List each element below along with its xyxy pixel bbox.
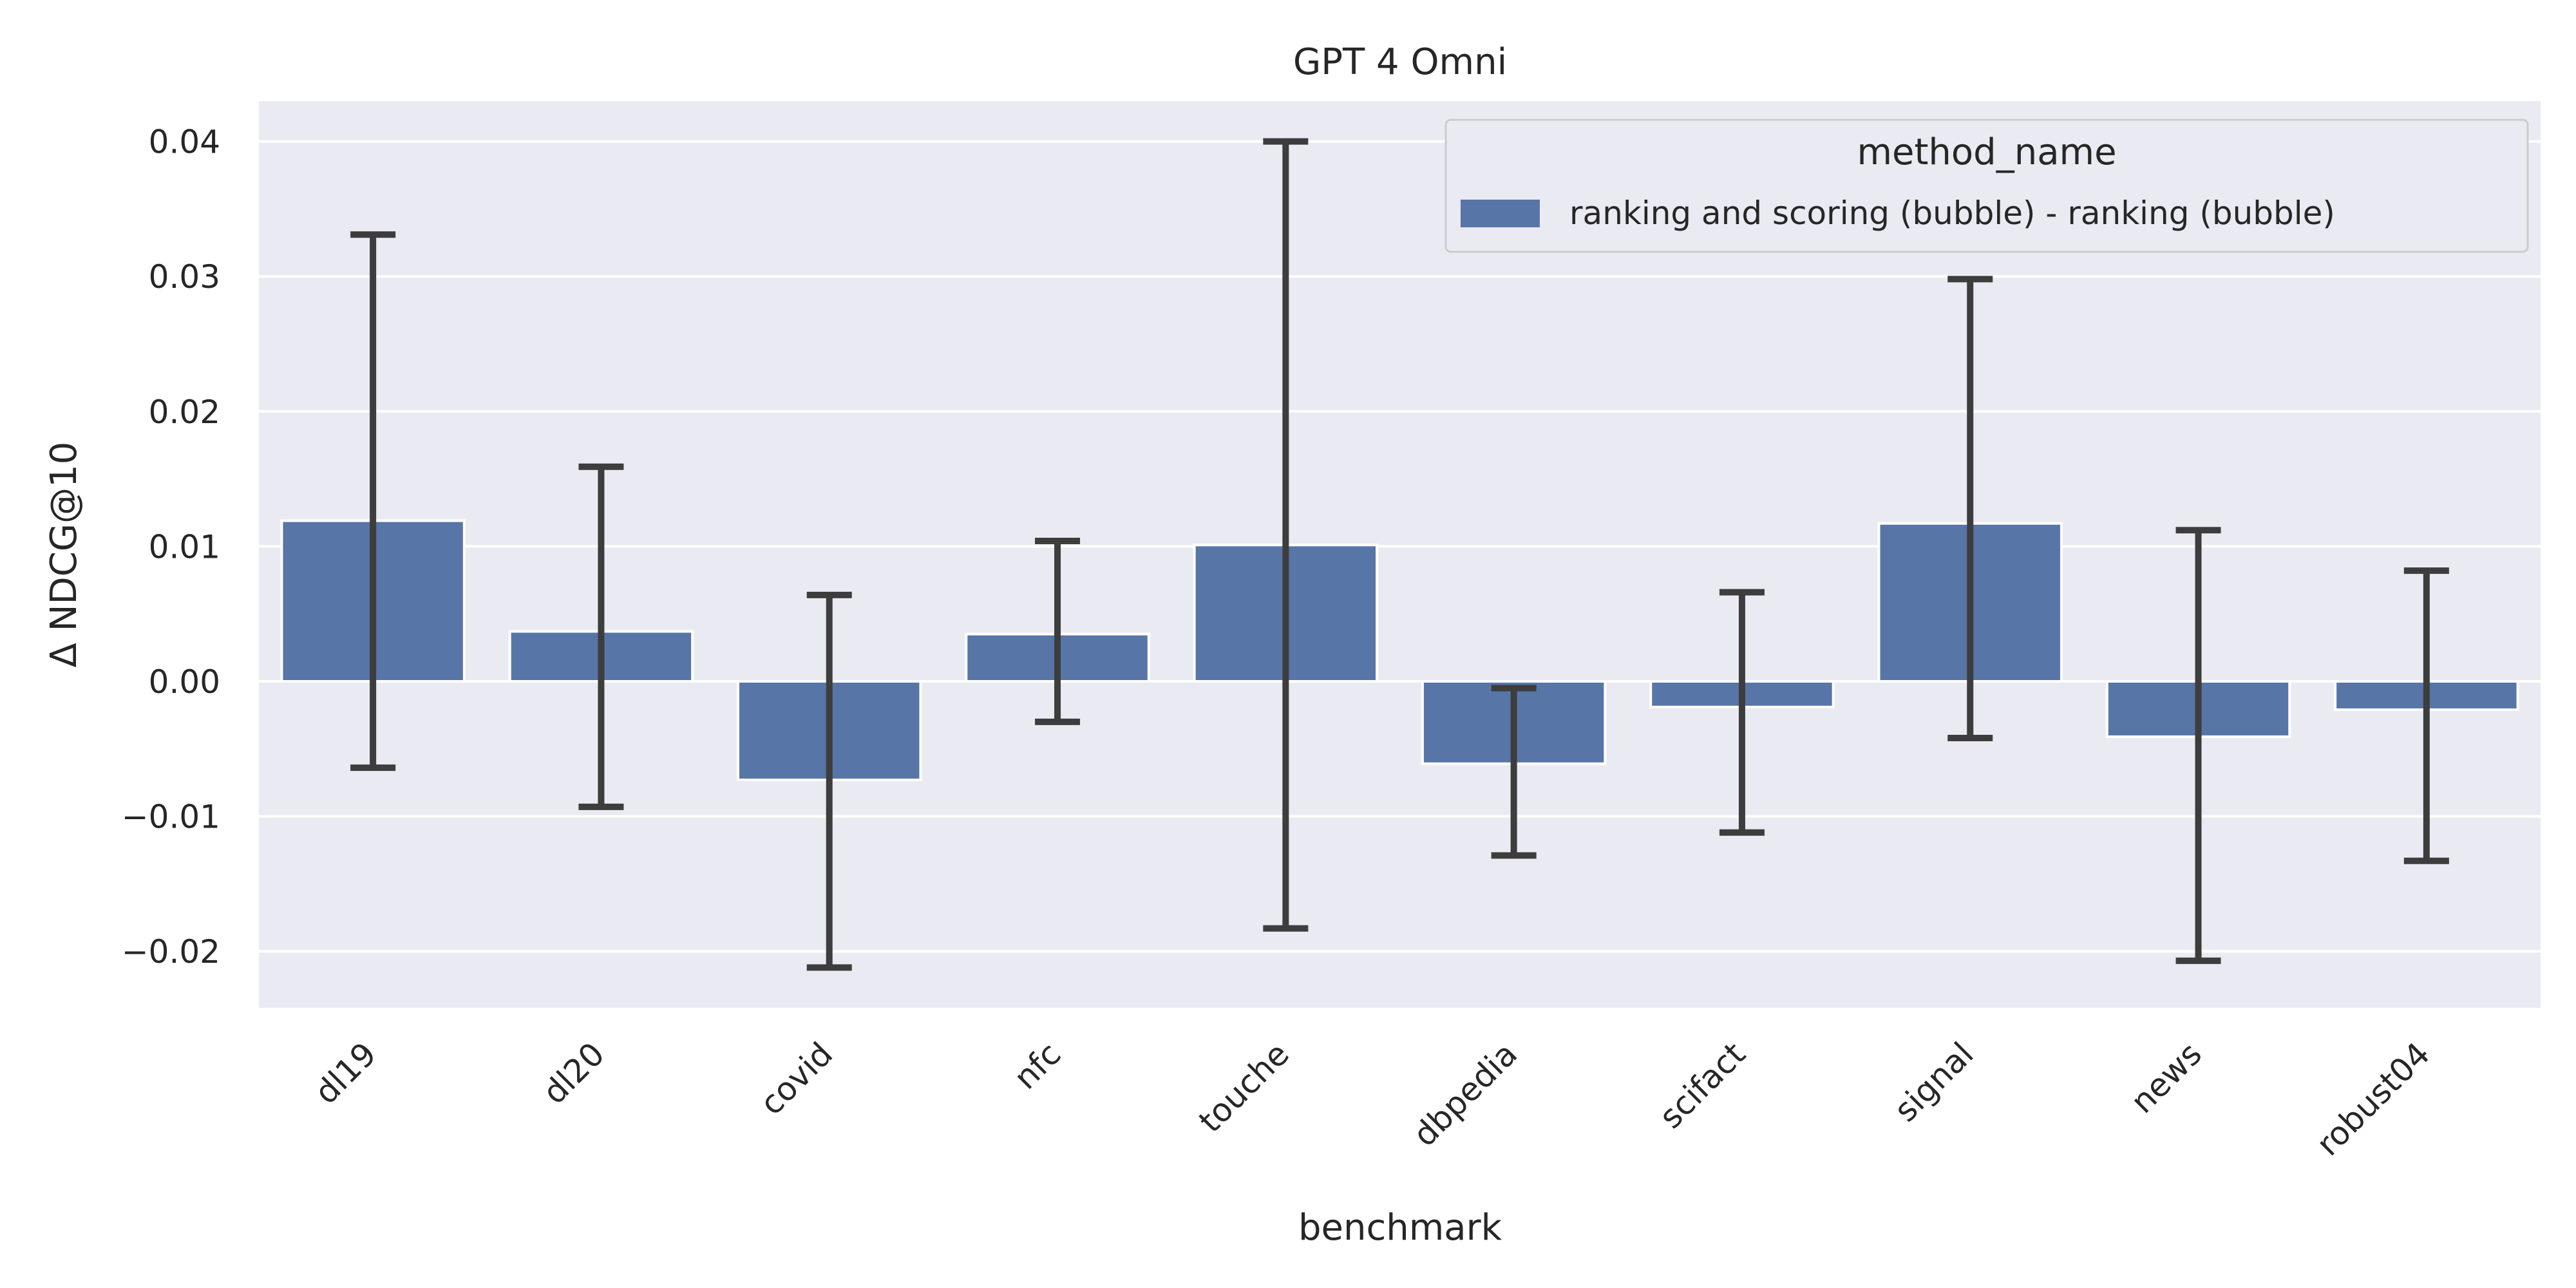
y-axis-label: Δ NDCG@10	[43, 442, 85, 668]
legend-title: method_name	[1857, 131, 2116, 173]
x-axis-label: benchmark	[1298, 1207, 1502, 1249]
x-tick-label: news	[2124, 1035, 2210, 1121]
chart-title: GPT 4 Omni	[1293, 41, 1507, 83]
y-tick-label: 0.01	[149, 528, 220, 565]
y-tick-label: 0.00	[149, 663, 220, 701]
y-tick-label: 0.02	[149, 393, 220, 431]
y-tick-label: −0.02	[122, 933, 220, 971]
x-tick-label: dbpedia	[1406, 1035, 1524, 1153]
legend: method_name ranking and scoring (bubble)…	[1444, 118, 2529, 253]
error-bars	[350, 138, 2449, 971]
x-tick-label: dl19	[307, 1035, 383, 1111]
x-tick-label: dl20	[536, 1035, 612, 1111]
y-tick-labels: 0.04 0.03 0.02 0.01 0.00 −0.01 −0.02	[122, 124, 220, 971]
y-tick-label: 0.03	[149, 258, 220, 296]
x-tick-label: scifact	[1652, 1035, 1752, 1135]
y-tick-label: −0.01	[122, 799, 220, 836]
x-tick-label: signal	[1887, 1035, 1981, 1129]
grid-lines	[259, 140, 2541, 953]
x-tick-label: robust04	[2309, 1035, 2438, 1163]
legend-swatch	[1461, 200, 1540, 227]
y-tick-label: 0.04	[149, 124, 220, 161]
x-tick-label: touche	[1191, 1035, 1296, 1140]
x-tick-label: covid	[753, 1035, 840, 1122]
x-tick-label: nfc	[1007, 1035, 1068, 1096]
legend-box	[1444, 118, 2529, 253]
x-tick-labels: dl19 dl20 covid nfc touche dbpedia scifact sign…	[307, 1035, 2437, 1163]
legend-item-label: ranking and scoring (bubble) - ranking (…	[1569, 194, 2335, 232]
